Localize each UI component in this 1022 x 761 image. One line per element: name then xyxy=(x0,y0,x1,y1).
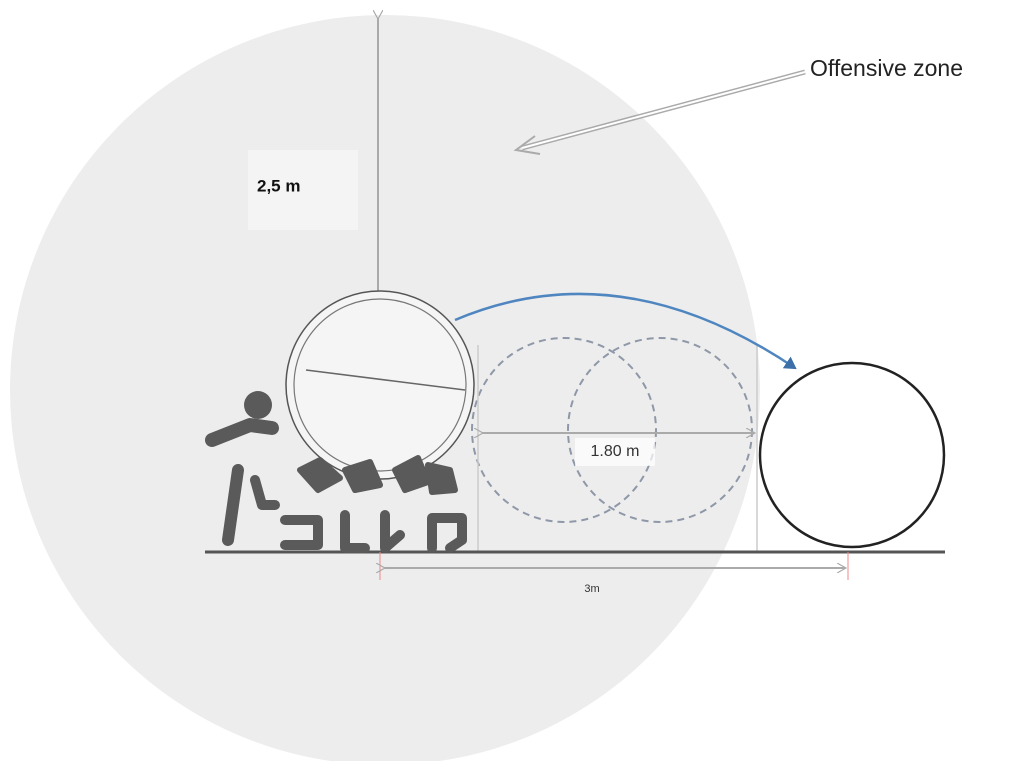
target-ball xyxy=(760,363,944,547)
zone-label: Offensive zone xyxy=(810,55,963,81)
diagram: 2,5 m Offensive zone 1.80 m 3m xyxy=(0,0,1022,761)
distance-label: 3m xyxy=(584,583,599,595)
gap-label: 1.80 m xyxy=(591,443,640,460)
height-label: 2,5 m xyxy=(257,176,300,195)
ball xyxy=(286,291,474,479)
